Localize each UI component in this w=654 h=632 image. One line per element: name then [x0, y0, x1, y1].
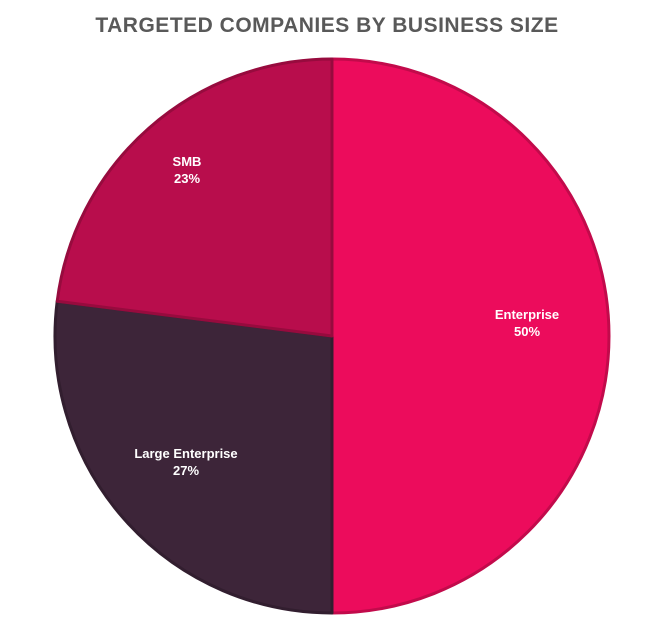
pie-slices [53, 57, 611, 615]
slice-value-enterprise: 50% [514, 324, 540, 339]
pie-slice-large-enterprise [53, 299, 334, 615]
chart-title: TARGETED COMPANIES BY BUSINESS SIZE [95, 14, 559, 37]
slice-label-large-enterprise: Large Enterprise [134, 446, 237, 461]
slice-value-smb: 23% [174, 171, 200, 186]
pie-slice-enterprise [330, 57, 611, 615]
pie-labels: Enterprise 50% Large Enterprise 27% SMB 23% [134, 154, 559, 478]
slice-label-enterprise: Enterprise [495, 307, 559, 322]
pie-slice-smb [55, 57, 334, 338]
slice-label-smb: SMB [173, 154, 202, 169]
slice-value-large-enterprise: 27% [173, 463, 199, 478]
